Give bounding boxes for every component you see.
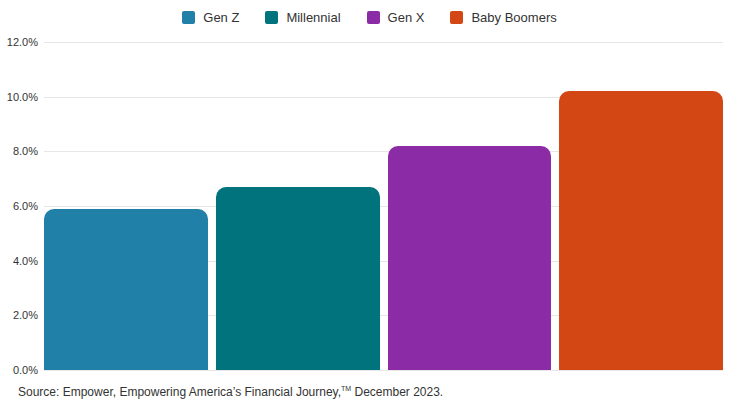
y-axis-tick-label: 8.0%	[0, 146, 38, 157]
legend-label: Gen Z	[203, 11, 239, 24]
legend-item-gen-z[interactable]: Gen Z	[182, 11, 239, 24]
y-axis-tick-label: 2.0%	[0, 310, 38, 321]
y-axis-tick-label: 4.0%	[0, 255, 38, 266]
bars-container	[44, 42, 723, 370]
legend-item-millennial[interactable]: Millennial	[265, 11, 340, 24]
y-axis-tick-label: 6.0%	[0, 201, 38, 212]
bar-millennial	[216, 187, 380, 370]
legend-item-baby-boomers[interactable]: Baby Boomers	[450, 11, 556, 24]
chart-legend: Gen Z Millennial Gen X Baby Boomers	[0, 11, 739, 24]
y-axis-tick-label: 0.0%	[0, 365, 38, 376]
legend-swatch-icon	[367, 11, 380, 24]
bar-baby-boomers	[559, 91, 723, 370]
plot-area: 0.0%2.0%4.0%6.0%8.0%10.0%12.0%	[44, 42, 723, 370]
legend-label: Baby Boomers	[471, 11, 556, 24]
legend-label: Millennial	[286, 11, 340, 24]
source-note: Source: Empower, Empowering America’s Fi…	[18, 385, 443, 399]
gridline	[44, 370, 723, 371]
trademark-superscript: TM	[341, 385, 351, 392]
legend-item-gen-x[interactable]: Gen X	[367, 11, 425, 24]
legend-swatch-icon	[182, 11, 195, 24]
bar-gen-z	[44, 209, 208, 370]
legend-swatch-icon	[265, 11, 278, 24]
bar-gen-x	[388, 146, 552, 370]
source-text: Source: Empower, Empowering America’s Fi…	[18, 385, 341, 399]
source-date-text: December 2023.	[351, 385, 443, 399]
legend-swatch-icon	[450, 11, 463, 24]
chart-canvas: Gen ZMillennialGen XBaby Boomers 0.0%2.0…	[0, 0, 739, 416]
legend-label: Gen X	[388, 11, 425, 24]
y-axis-tick-label: 12.0%	[0, 37, 38, 48]
y-axis-tick-label: 10.0%	[0, 91, 38, 102]
